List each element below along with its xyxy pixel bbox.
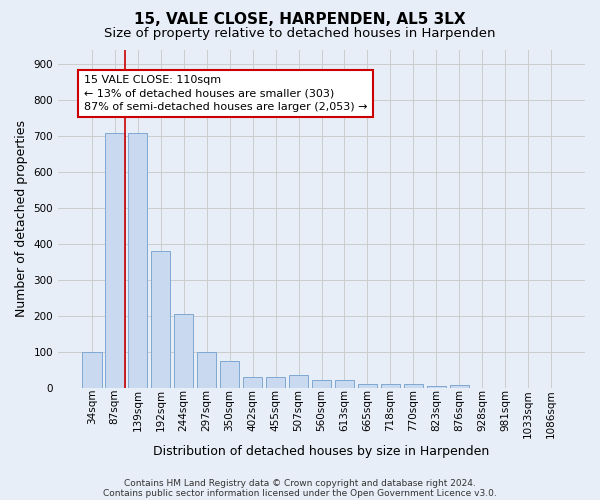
Text: 15, VALE CLOSE, HARPENDEN, AL5 3LX: 15, VALE CLOSE, HARPENDEN, AL5 3LX xyxy=(134,12,466,28)
Text: Contains HM Land Registry data © Crown copyright and database right 2024.: Contains HM Land Registry data © Crown c… xyxy=(124,478,476,488)
Bar xyxy=(82,352,101,388)
Bar xyxy=(151,251,170,388)
Bar xyxy=(449,384,469,388)
Bar xyxy=(380,384,400,388)
Text: Contains public sector information licensed under the Open Government Licence v3: Contains public sector information licen… xyxy=(103,488,497,498)
Bar xyxy=(128,132,148,388)
Text: 15 VALE CLOSE: 110sqm
← 13% of detached houses are smaller (303)
87% of semi-det: 15 VALE CLOSE: 110sqm ← 13% of detached … xyxy=(84,75,367,112)
Bar xyxy=(404,384,423,388)
Y-axis label: Number of detached properties: Number of detached properties xyxy=(15,120,28,318)
X-axis label: Distribution of detached houses by size in Harpenden: Distribution of detached houses by size … xyxy=(154,444,490,458)
Bar xyxy=(266,377,286,388)
Bar xyxy=(427,386,446,388)
Bar xyxy=(105,132,125,388)
Bar xyxy=(243,377,262,388)
Bar xyxy=(358,384,377,388)
Bar xyxy=(197,352,217,388)
Text: Size of property relative to detached houses in Harpenden: Size of property relative to detached ho… xyxy=(104,28,496,40)
Bar xyxy=(289,375,308,388)
Bar xyxy=(335,380,354,388)
Bar xyxy=(312,380,331,388)
Bar xyxy=(220,362,239,388)
Bar xyxy=(174,314,193,388)
